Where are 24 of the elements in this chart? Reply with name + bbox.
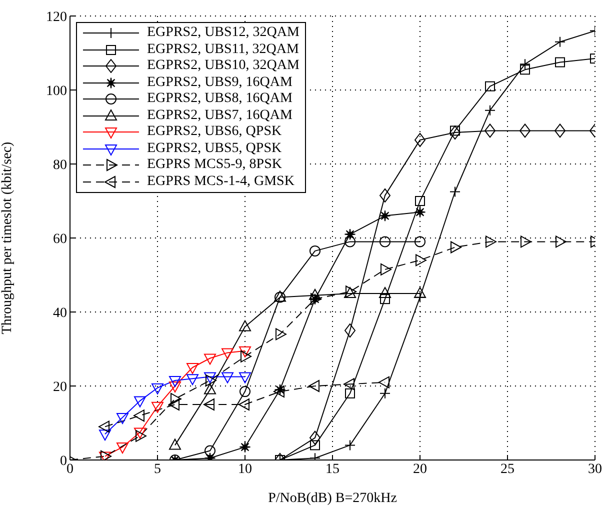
y-tick-label: 100 (46, 84, 67, 99)
x-tick-label: 25 (500, 462, 514, 477)
legend-label: EGPRS2, UBS9, 16QAM (147, 74, 292, 91)
legend-label: EGPRS2, UBS12, 32QAM (147, 25, 300, 42)
y-tick-label: 120 (46, 10, 67, 25)
x-tick-label: 15 (326, 462, 340, 477)
legend-label: EGPRS2, UBS10, 32QAM (147, 58, 300, 74)
y-tick-label: 20 (53, 380, 67, 395)
x-tick-label: 10 (238, 462, 252, 477)
legend-label: EGPRS2, UBS8, 16QAM (147, 91, 292, 108)
legend-label: EGPRS2, UBS11, 32QAM (147, 42, 299, 58)
legend-label: EGPRS MCS-1-4, GMSK (147, 174, 294, 190)
y-tick-label: 80 (53, 158, 67, 173)
legend-label: EGPRS2, UBS7, 16QAM (147, 108, 292, 124)
x-tick-label: 30 (588, 462, 602, 477)
legend-label: EGPRS2, UBS6, QPSK (147, 124, 282, 140)
x-axis-title: P/NoB(dB) B=270kHz (268, 491, 397, 506)
y-tick-label: 60 (53, 232, 67, 247)
legend-label: EGPRS2, UBS5, QPSK (147, 140, 282, 157)
legend-label: EGPRS MCS5-9, 8PSK (147, 157, 282, 174)
x-tick-label: 5 (154, 462, 161, 477)
x-tick-label: 20 (413, 462, 427, 477)
y-tick-label: 40 (53, 306, 67, 321)
y-axis-title: Throughput per timeslot (kbit/sec) (0, 141, 15, 334)
